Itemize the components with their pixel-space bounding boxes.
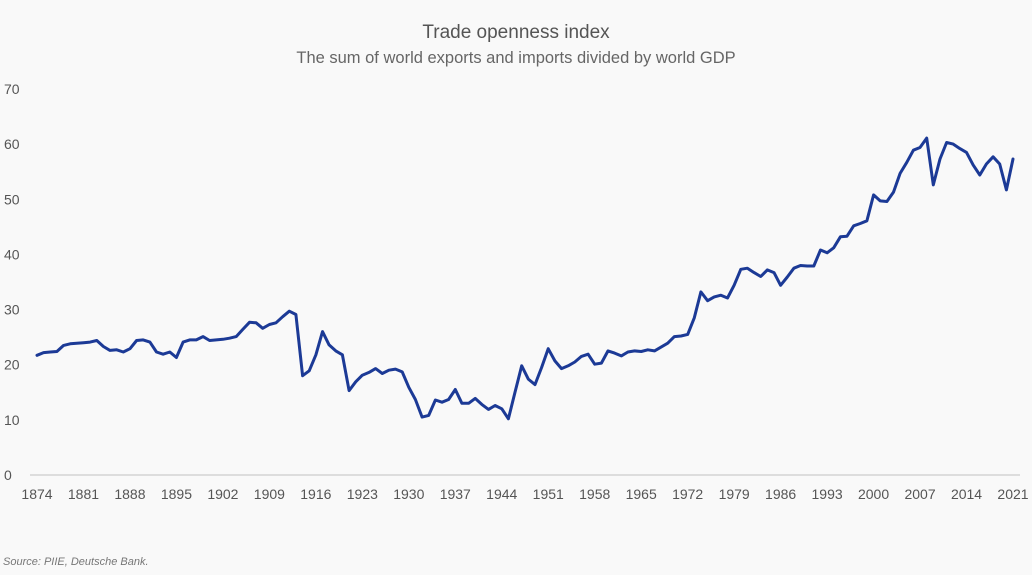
y-tick-label: 60: [4, 136, 20, 152]
x-tick-label: 1986: [765, 486, 796, 502]
y-tick-label: 40: [4, 246, 20, 262]
x-tick-label: 2007: [904, 486, 935, 502]
x-tick-label: 1909: [254, 486, 285, 502]
x-tick-label: 1972: [672, 486, 703, 502]
x-tick-label: 1930: [393, 486, 424, 502]
x-tick-label: 2014: [951, 486, 982, 502]
x-tick-label: 1944: [486, 486, 517, 502]
x-tick-label: 1874: [21, 486, 52, 502]
y-tick-label: 10: [4, 412, 20, 428]
x-tick-label: 1881: [68, 486, 99, 502]
y-tick-label: 50: [4, 191, 20, 207]
x-tick-label: 2021: [997, 486, 1028, 502]
x-tick-label: 1958: [579, 486, 610, 502]
chart-subtitle: The sum of world exports and imports div…: [296, 49, 736, 67]
chart-title: Trade openness index: [422, 22, 610, 43]
x-tick-label: 1888: [114, 486, 145, 502]
y-tick-label: 0: [4, 467, 12, 483]
series-line: [35, 136, 1015, 421]
x-tick-label: 1965: [626, 486, 657, 502]
y-tick-label: 30: [4, 302, 20, 318]
x-tick-label: 1895: [161, 486, 192, 502]
x-tick-label: 1923: [347, 486, 378, 502]
x-tick-label: 1979: [719, 486, 750, 502]
x-tick-label: 1902: [207, 486, 238, 502]
x-tick-label: 2000: [858, 486, 889, 502]
x-tick-label: 1916: [300, 486, 331, 502]
x-tick-label: 1951: [533, 486, 564, 502]
source-note: Source: PIIE, Deutsche Bank.: [3, 556, 149, 568]
y-tick-label: 20: [4, 357, 20, 373]
x-tick-label: 1937: [440, 486, 471, 502]
x-tick-label: 1993: [812, 486, 843, 502]
y-tick-label: 70: [4, 81, 20, 97]
